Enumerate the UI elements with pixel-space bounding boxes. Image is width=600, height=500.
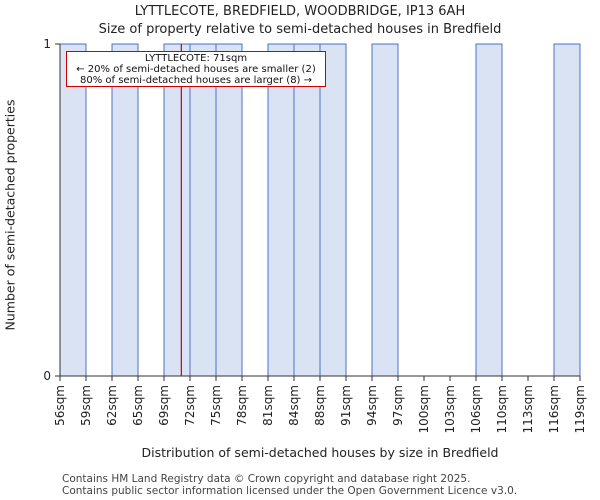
bar-62sqm [111,43,139,377]
x-tick-label-91sqm: 91sqm [339,385,353,426]
x-tick-label-78sqm: 78sqm [235,385,249,426]
x-tick-label-100sqm: 100sqm [417,385,431,433]
bar-116sqm [553,43,581,377]
bar-88sqm [319,43,347,377]
x-tick-label-106sqm: 106sqm [469,385,483,433]
x-tick-label-103sqm: 103sqm [443,385,457,433]
x-tick-label-69sqm: 69sqm [157,385,171,426]
bar-81sqm [267,43,295,377]
x-tick-label-59sqm: 59sqm [79,385,93,426]
x-tick-label-110sqm: 110sqm [495,385,509,433]
x-tick-label-84sqm: 84sqm [287,385,301,426]
x-tick-label-56sqm: 56sqm [53,385,67,426]
bar-106sqm [475,43,503,377]
x-tick-label-119sqm: 119sqm [573,385,587,433]
x-axis-label: Distribution of semi-detached houses by … [141,445,499,460]
x-tick-label-65sqm: 65sqm [131,385,145,426]
y-tick-label-0: 0 [43,369,51,383]
bar-69sqm [163,43,191,377]
y-tick-label-1: 1 [43,37,51,51]
x-tick-label-113sqm: 113sqm [521,385,535,433]
bar-72sqm [189,43,217,377]
x-tick-label-88sqm: 88sqm [313,385,327,426]
footer-line-1: Contains HM Land Registry data © Crown c… [62,473,471,485]
x-tick-label-72sqm: 72sqm [183,385,197,426]
x-tick-label-94sqm: 94sqm [365,385,379,426]
bar-56sqm [59,43,87,377]
chart-subtitle: Size of property relative to semi-detach… [98,22,502,37]
bar-84sqm [293,43,321,377]
annotation-line-2: ← 20% of semi-detached houses are smalle… [76,64,316,75]
x-tick-label-116sqm: 116sqm [547,385,561,433]
x-tick-label-97sqm: 97sqm [391,385,405,426]
annotation-line-1: LYTTLECOTE: 71sqm [144,53,248,64]
y-axis-label: Number of semi-detached properties [2,99,18,331]
annotation-box: LYTTLECOTE: 71sqm ← 20% of semi-detached… [66,51,326,87]
footer-line-2: Contains public sector information licen… [62,485,518,497]
x-tick-label-75sqm: 75sqm [209,385,223,426]
x-tick-label-81sqm: 81sqm [261,385,275,426]
annotation-line-3: 80% of semi-detached houses are larger (… [79,75,313,86]
bar-94sqm [371,43,399,377]
chart-title: LYTTLECOTE, BREDFIELD, WOODBRIDGE, IP13 … [134,4,466,19]
bar-75sqm [215,43,243,377]
x-tick-label-62sqm: 62sqm [105,385,119,426]
